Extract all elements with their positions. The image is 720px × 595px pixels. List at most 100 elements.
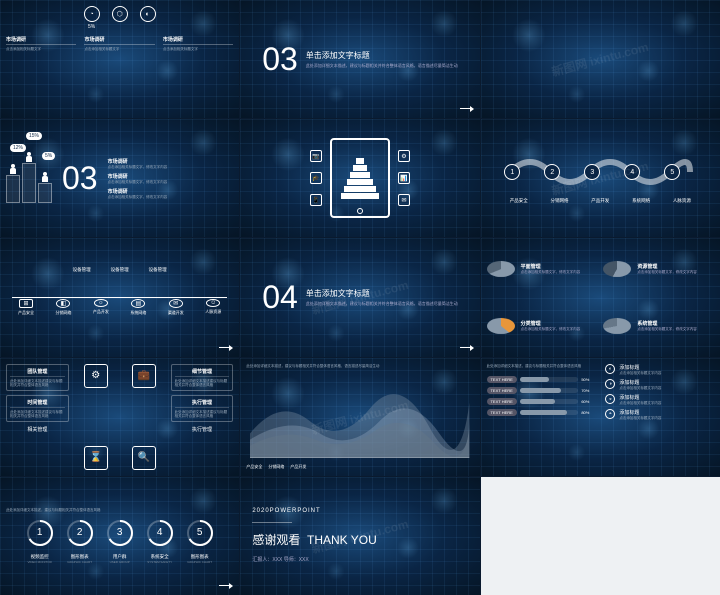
left-icons: 📷 🎓 📱 (310, 150, 322, 206)
bar-label: TEXT HERE (487, 387, 517, 394)
footer-label: 相关管理 (6, 426, 69, 433)
section-number: 03 (62, 164, 98, 193)
circle-en: USER GROUP (105, 560, 135, 564)
pie-chart (603, 318, 631, 334)
wave-label: 分销网络 (541, 198, 578, 204)
slide-12-circles: 此处添加详细文本描述，建议与标题相关并符合整体语言风格 12345 视频监控VI… (0, 477, 239, 595)
pie-title: 分类管理 (521, 320, 581, 327)
circle-en: VIDEO MONITOR (25, 560, 55, 564)
mail-icon: ✉ (398, 194, 410, 206)
slide-4-pyramid: 📷 🎓 📱 ⚙ 📊 ✉ (240, 119, 479, 237)
slide-5-timeline: 设备管理 设备管理 设备管理 ⊞产品安全 ◧分销网络 ☼产品开发 ▤系统网络 ✉… (0, 238, 239, 356)
podium-chart: 12% 15% 5% (6, 153, 52, 203)
right-icons: ⚙ 📊 ✉ (398, 150, 410, 206)
list-item: ◑添加标题点击添加相关标题文字内容 (605, 379, 714, 390)
circle-row: 12345 (25, 518, 215, 548)
pie-row: 平面管理点击添加相关标题文字，修改文字内容 (487, 255, 598, 283)
section-number: 04 (262, 283, 298, 312)
watermark: 新图网 ixintu.com (550, 38, 650, 80)
footer-label: 执行管理 (171, 426, 234, 433)
stat-3: ◐ (140, 6, 156, 30)
wave-label: 人脉资源 (664, 198, 701, 204)
section-subtitle: 此处添加详细文本描述，建议与标题相关并符合整体语言风格，语言描述尽量简洁生动 (306, 301, 458, 306)
item-icon: ◓ (605, 409, 615, 419)
arrow-right-icon (219, 345, 233, 351)
slide-6-wave: 1 2 3 4 5 产品安全 分销网络 产品开发 系统网络 人脉资源 新图网 i… (481, 119, 720, 237)
item-heading: 添加标题 (619, 379, 661, 386)
legend-item: 产品开发 (290, 464, 306, 470)
pie-chart (487, 261, 515, 277)
legend-item: 产品安全 (246, 464, 262, 470)
section-title: 单击添加文字标题 (306, 288, 458, 299)
box-heading: 细节管理 (175, 368, 230, 377)
slide-10-area-chart: 此处添加详细文本描述，建议与标题相关并符合整体语言风格，语言描述尽量简洁生动 产… (240, 358, 479, 476)
slide-13-thanks: 2020POWERPOINT 感谢观看 THANK YOU 汇报人：XXX 导师… (240, 477, 479, 595)
bar-track (520, 399, 579, 404)
wave-label: 系统网络 (623, 198, 660, 204)
pie-chart (487, 318, 515, 334)
progress-circle: 2 (65, 518, 95, 548)
item-text: 点击添加相关标题文字，修改文字内容 (108, 180, 234, 184)
person-icon: ☺ (206, 299, 220, 307)
circle-label: 视频监控VIDEO MONITOR (25, 554, 55, 564)
pie-row: 资源管理点击添加相关标题文字，修改文字内容 (603, 255, 714, 283)
pie-chart (603, 261, 631, 277)
arrow-right-icon (219, 583, 233, 589)
arrow-right-icon (460, 345, 474, 351)
tablet-frame (330, 138, 390, 218)
col-heading: 市场调研 (6, 36, 76, 45)
item-text: 点击添加相关标题文字，修改文字内容 (108, 165, 234, 169)
legend-item: 分销网络 (268, 464, 284, 470)
mail-icon: ✉ (169, 299, 183, 308)
box-heading: 时间管理 (10, 399, 65, 408)
circle-label: 图形图表GRAPHIC CHART (185, 554, 215, 564)
box-heading: 执行管理 (175, 399, 230, 408)
pyramid-chart (341, 158, 379, 199)
slide-9-management: 团队管理此处添加详细文本描述建议与标题相关并符合整体语言风格 时间管理此处添加详… (0, 358, 239, 476)
pie-desc: 点击添加相关标题文字，修改文字内容 (521, 270, 581, 275)
area-chart (250, 372, 469, 458)
intro-text: 此处添加详细文本描述，建议与标题相关并符合整体语言风格 (6, 508, 101, 512)
hourglass-icon: ⌛ (84, 446, 108, 470)
item-heading: 市场调研 (108, 188, 234, 195)
item-text: 点击添加相关标题文字内容 (619, 416, 661, 420)
item-text: 点击添加相关标题文字，修改文字内容 (108, 195, 234, 199)
year-label: 2020POWERPOINT (252, 508, 473, 514)
circle-label: 图形图表GRAPHIC CHART (65, 554, 95, 564)
circle-label: 系统安全SYSTEM SAFETY (145, 554, 175, 564)
bar-row: TEXT HERE 70% (487, 387, 596, 394)
tl-label: 分销网络 (55, 310, 71, 316)
empty-cell (481, 477, 720, 595)
section-number: 03 (262, 45, 298, 74)
list-item: ◐添加标题点击添加相关标题文字内容 (605, 364, 714, 375)
tl-top-label: 设备管理 (111, 267, 129, 273)
slide-grid: ◔ 5% ⬡ ◐ 市场调研点击添加相关标题文字 市场调研点击添加相关标题文字 市… (0, 0, 720, 595)
camera-icon: 📷 (310, 150, 322, 162)
stat-pct: 5% (84, 24, 100, 30)
item-text: 点击添加相关标题文字内容 (619, 386, 661, 390)
list-item: ◒添加标题点击添加相关标题文字内容 (605, 394, 714, 405)
bar-label: TEXT HERE (487, 398, 517, 405)
stat-2: ⬡ (112, 6, 128, 30)
box-heading: 团队管理 (10, 368, 65, 377)
bar-chart: TEXT HERE50%TEXT HERE70%TEXT HERE60%TEXT… (487, 376, 596, 416)
right-list: ◐添加标题点击添加相关标题文字内容 ◑添加标题点击添加相关标题文字内容 ◒添加标题点… (605, 364, 714, 470)
pie-desc: 点击添加相关标题文字，修改文字内容 (637, 270, 697, 275)
slide-11-bars: 此处添加详细文本描述，建议与标题相关并符合整体语言风格 TEXT HERE50%… (481, 358, 720, 476)
progress-circle: 1 (25, 518, 55, 548)
slide-3-podium: 12% 15% 5% 03 市场调研点击添加相关标题文字，修改文字内容 市场调研… (0, 119, 239, 237)
pie-row: 系统管理点击添加相关标题文字，修改文字内容 (603, 312, 714, 340)
circle-number: 1 (25, 518, 55, 548)
slide-8-pies: 平面管理点击添加相关标题文字，修改文字内容资源管理点击添加相关标题文字，修改文字… (481, 238, 720, 356)
credits: 汇报人：XXX 导师：XXX (252, 556, 473, 563)
circle-number: 2 (65, 518, 95, 548)
item-heading: 市场调研 (108, 158, 234, 165)
item-text: 点击添加相关标题文字内容 (619, 371, 661, 375)
timeline-axis: ⊞产品安全 ◧分销网络 ☼产品开发 ▤系统网络 ✉渠道开发 ☺人脉资源 (12, 297, 227, 298)
bar-value: 70% (581, 388, 595, 393)
wave-label: 产品开发 (582, 198, 619, 204)
pie-desc: 点击添加相关标题文字，修改文字内容 (521, 327, 581, 332)
bar-row: TEXT HERE60% (487, 398, 596, 405)
section-subtitle: 此处添加详细文本描述，建议与标题相关并符合整体语言风格，语言描述尽量简洁生动 (306, 63, 458, 68)
thanks-en: THANK YOU (307, 533, 377, 547)
